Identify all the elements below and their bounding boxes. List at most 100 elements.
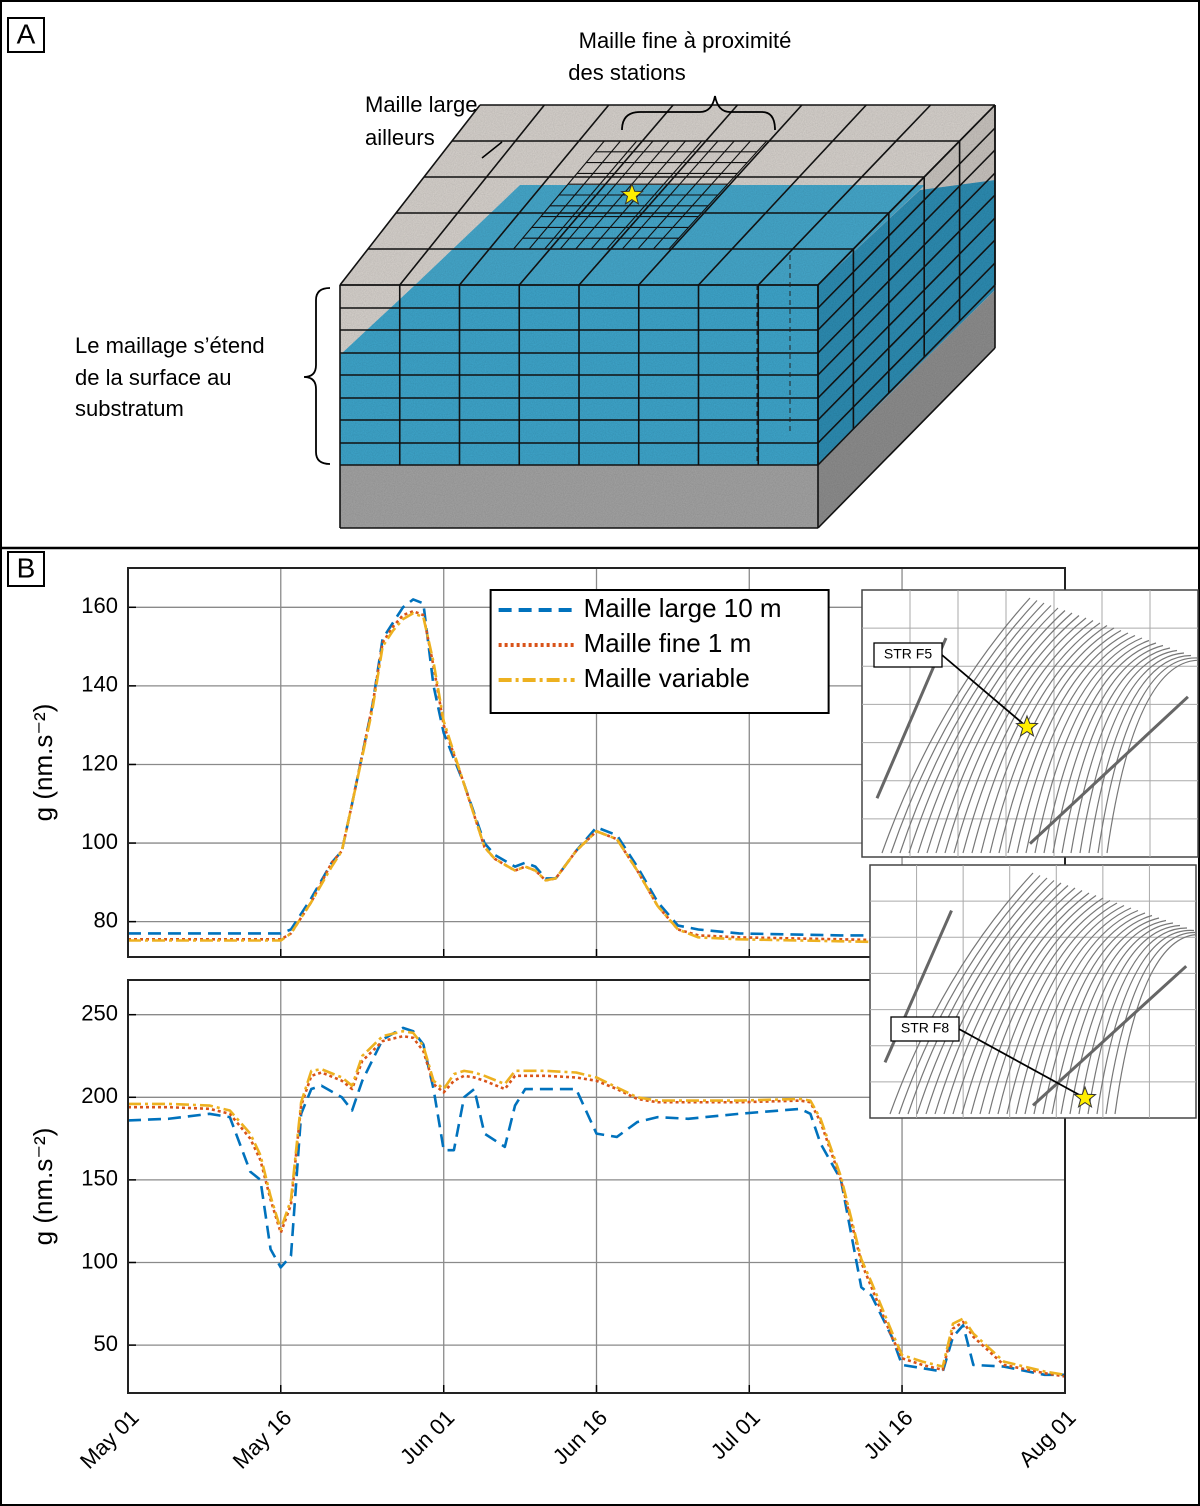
contour (899, 602, 1045, 854)
annotation: substratum (75, 396, 184, 421)
y-axis-label: g (nm.s⁻²) (28, 1128, 58, 1246)
contour (889, 872, 1034, 1115)
mesh-line (817, 104, 996, 286)
contour (1097, 657, 1198, 854)
contour (998, 629, 1122, 854)
station-star (1073, 1085, 1097, 1109)
arrow (941, 654, 1028, 728)
mesh-line (399, 104, 545, 286)
legend-label: Maille large 10 m (584, 593, 782, 623)
contour (1096, 929, 1195, 1115)
inset-label: STR F5 (884, 646, 932, 662)
mesh-line (817, 217, 996, 399)
contour (961, 892, 1090, 1115)
contour (944, 615, 1080, 854)
contour (1016, 634, 1136, 854)
legend-label: Maille variable (584, 663, 750, 693)
contour (943, 887, 1076, 1115)
mesh-line (638, 104, 803, 286)
contour (1031, 965, 1188, 1107)
inset-label-box (873, 642, 943, 668)
y-tick-label: 140 (81, 672, 118, 697)
contour (926, 610, 1066, 854)
annotation: de la surface au (75, 365, 232, 390)
x-tick-label: Jun 16 (548, 1405, 612, 1469)
contour (907, 877, 1048, 1115)
y-tick-label: 250 (81, 1001, 118, 1026)
contour (1079, 652, 1185, 854)
inset-label-box (890, 1016, 960, 1042)
edge (817, 347, 996, 529)
mesh-line (817, 127, 996, 309)
contour (934, 885, 1069, 1115)
mesh-line (757, 104, 932, 286)
contour (1087, 927, 1188, 1115)
x-tick-label: Aug 01 (1014, 1405, 1081, 1472)
y-tick-label: 100 (81, 829, 118, 854)
contour (890, 600, 1038, 854)
contour (1025, 637, 1143, 854)
annotation: Maille fine à proximité (579, 28, 792, 53)
contour (1042, 914, 1153, 1115)
contour (916, 880, 1055, 1115)
panel-label: B (17, 552, 36, 583)
station-star (1015, 714, 1039, 738)
y-tick-label: 80 (94, 907, 118, 932)
y-tick-label: 160 (81, 593, 118, 618)
contour (1088, 654, 1192, 854)
contour (988, 899, 1111, 1115)
station-star (620, 182, 644, 206)
y-tick-label: 100 (81, 1248, 118, 1273)
panel-label-box (7, 17, 45, 53)
annotation: Maille large (365, 92, 478, 117)
x-tick-label: May 16 (228, 1405, 297, 1474)
contour (952, 890, 1083, 1115)
y-tick-label: 120 (81, 750, 118, 775)
inset-content (870, 865, 1196, 1118)
contour (1033, 912, 1146, 1115)
brace (621, 95, 776, 131)
x-tick-label: May 01 (75, 1405, 144, 1474)
contour (935, 612, 1073, 854)
contour (898, 875, 1041, 1115)
mesh-line (817, 172, 996, 354)
panel-label: A (17, 18, 36, 49)
mesh-line (697, 104, 867, 286)
series-line (127, 1026, 1065, 1377)
contour (1114, 934, 1196, 1115)
contour (1028, 695, 1189, 845)
mesh-line (817, 262, 996, 444)
contour (1052, 644, 1164, 854)
contour (953, 617, 1087, 854)
panel-label-box (7, 551, 45, 587)
contour (1024, 909, 1139, 1115)
series-line (128, 1034, 1066, 1378)
plot-frame (127, 979, 1066, 1394)
contour (1106, 659, 1198, 854)
inset-map: STR F5 (861, 589, 1199, 858)
x-tick-label: Jul 16 (858, 1405, 917, 1464)
contour (1051, 917, 1160, 1115)
brace (303, 287, 331, 465)
series-line (128, 1029, 1066, 1377)
water-top (415, 185, 925, 285)
x-tick-label: Jun 01 (395, 1405, 459, 1469)
mesh-block (339, 104, 996, 529)
mesh-line (339, 104, 481, 286)
contour (1043, 642, 1157, 854)
contour (925, 882, 1062, 1115)
leader-line (481, 141, 503, 159)
contour (1070, 649, 1178, 854)
contour (979, 897, 1104, 1115)
water-side (818, 180, 995, 465)
inset-map: STR F8 (869, 864, 1197, 1119)
y-tick-label: 50 (94, 1331, 118, 1356)
annotation: Le maillage s’étend (75, 333, 265, 358)
y-tick-label: 150 (81, 1166, 118, 1191)
mesh-line (817, 239, 996, 421)
substratum-side (818, 290, 995, 528)
annotation: des stations (568, 60, 685, 85)
contour (1007, 632, 1129, 854)
annotation: ailleurs (365, 125, 435, 150)
